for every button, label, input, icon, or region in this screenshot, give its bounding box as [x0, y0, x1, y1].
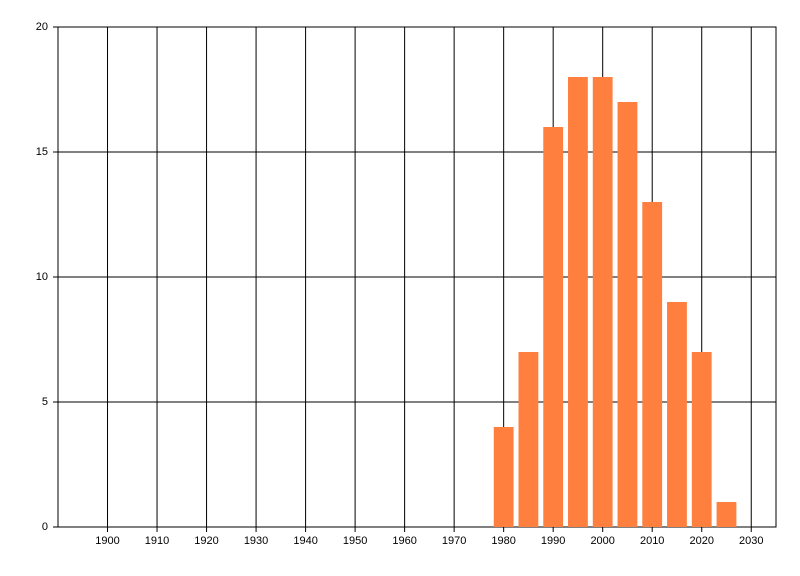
bar [642, 202, 663, 527]
x-tick-label: 1900 [95, 535, 119, 547]
bar [592, 77, 613, 527]
bar [568, 77, 588, 527]
y-tick-label: 15 [36, 146, 48, 158]
y-tick-label: 0 [42, 521, 48, 533]
x-tick-label: 2020 [689, 535, 713, 547]
x-tick-label: 2000 [590, 535, 614, 547]
plot-frame [57, 26, 777, 528]
bar [667, 302, 687, 527]
y-tick-label: 10 [36, 271, 48, 283]
bar [716, 502, 737, 527]
bar [543, 127, 564, 527]
x-tick-label: 2010 [640, 535, 664, 547]
bar [493, 427, 514, 527]
y-tick-label: 20 [36, 21, 48, 33]
x-tick-label: 1930 [244, 535, 268, 547]
bar [518, 352, 539, 527]
x-tick-label: 1920 [194, 535, 218, 547]
x-tick-label: 1970 [442, 535, 466, 547]
bar [691, 352, 712, 527]
x-tick-label: 1990 [541, 535, 565, 547]
x-tick-label: 2030 [739, 535, 763, 547]
x-tick-label: 1980 [491, 535, 515, 547]
x-tick-label: 1960 [392, 535, 416, 547]
y-tick-label: 5 [42, 396, 48, 408]
x-tick-label: 1910 [145, 535, 169, 547]
bar [617, 102, 638, 527]
x-tick-label: 1940 [293, 535, 317, 547]
x-tick-label: 1950 [343, 535, 367, 547]
